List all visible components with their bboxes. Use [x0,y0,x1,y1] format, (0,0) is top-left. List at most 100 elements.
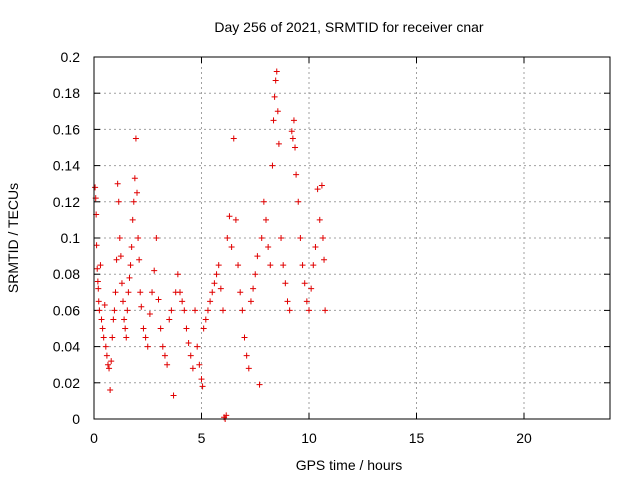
data-point [319,235,326,241]
data-point [306,307,312,314]
data-point [200,325,207,332]
data-point [155,296,162,303]
data-point [128,244,135,251]
data-point [170,392,177,399]
data-point [120,298,127,305]
data-point [202,316,209,323]
data-point [230,135,237,142]
data-point [265,244,272,251]
data-point [301,280,308,287]
data-point [273,68,280,75]
data-point [217,285,224,292]
data-point [161,352,168,359]
data-point [157,325,164,332]
data-point [269,162,276,169]
data-point [113,256,120,263]
data-point [116,235,123,241]
data-point [98,316,105,323]
data-point [183,325,190,332]
data-point [104,361,111,368]
data-point [290,117,297,124]
plot-frame [93,56,611,420]
data-point [289,135,296,142]
chart-title: Day 256 of 2021, SRMTID for receiver cna… [214,19,484,35]
data-point [140,325,147,332]
y-tick-label: 0.08 [53,266,80,282]
data-point [142,334,149,341]
data-point [103,352,110,359]
data-point [146,311,153,318]
data-point [271,93,278,100]
data-point [101,301,108,308]
data-point [189,365,196,372]
data-point [185,339,192,346]
data-point [168,307,175,314]
data-point [211,280,218,287]
data-point [247,298,254,305]
data-point [243,352,250,359]
data-point [224,235,231,241]
y-tick-label: 0.16 [53,121,80,137]
data-point [179,298,186,305]
data-point [241,334,248,341]
data-point [270,117,277,124]
data-point [123,334,130,341]
tick-marks [93,56,610,420]
data-point [115,198,122,205]
data-point [95,285,102,292]
data-point [209,289,216,296]
data-point [159,343,166,350]
data-point [260,198,267,205]
y-tick-label: 0.2 [61,49,81,65]
data-point [138,303,145,310]
data-point [299,262,306,269]
data-point [117,253,124,260]
data-point [237,289,244,296]
data-point [303,298,310,305]
data-point [310,262,317,269]
x-tick-label: 5 [198,430,206,446]
data-point [181,307,188,314]
data-point [293,171,300,178]
data-point [232,216,239,223]
data-point [220,307,226,314]
data-point [250,285,257,292]
data-point [199,383,206,390]
data-point [126,274,133,281]
data-point [94,278,101,285]
y-tick-labels: 0 0.02 0.04 0.06 0.08 0.1 0.12 0.14 0.16 0.18 0.2 [53,49,80,427]
x-axis-title: GPS time / hours [296,457,403,473]
data-point [99,325,106,332]
data-point [239,307,246,314]
data-point [263,216,269,223]
data-point [96,307,103,314]
data-point [284,298,291,305]
data-point [112,289,119,296]
data-point [130,198,137,205]
data-point [177,289,183,296]
data-point [149,289,156,296]
data-point [297,235,304,241]
data-point [137,289,144,296]
data-point [207,298,214,305]
data-point [92,184,99,191]
x-tick-label: 20 [516,430,532,446]
data-point [267,262,274,269]
data-point [274,108,281,115]
data-point [102,343,109,350]
data-point [135,235,142,241]
data-point [107,387,114,394]
data-point [106,365,113,372]
x-tick-label: 15 [409,430,425,446]
data-point [280,262,287,269]
data-point [295,198,302,205]
data-point [131,175,138,182]
data-point [144,343,151,350]
data-point [316,216,323,223]
data-point [254,253,261,260]
x-tick-label: 10 [301,430,317,446]
data-point [94,265,101,272]
data-point [134,189,140,196]
data-point [245,365,252,372]
